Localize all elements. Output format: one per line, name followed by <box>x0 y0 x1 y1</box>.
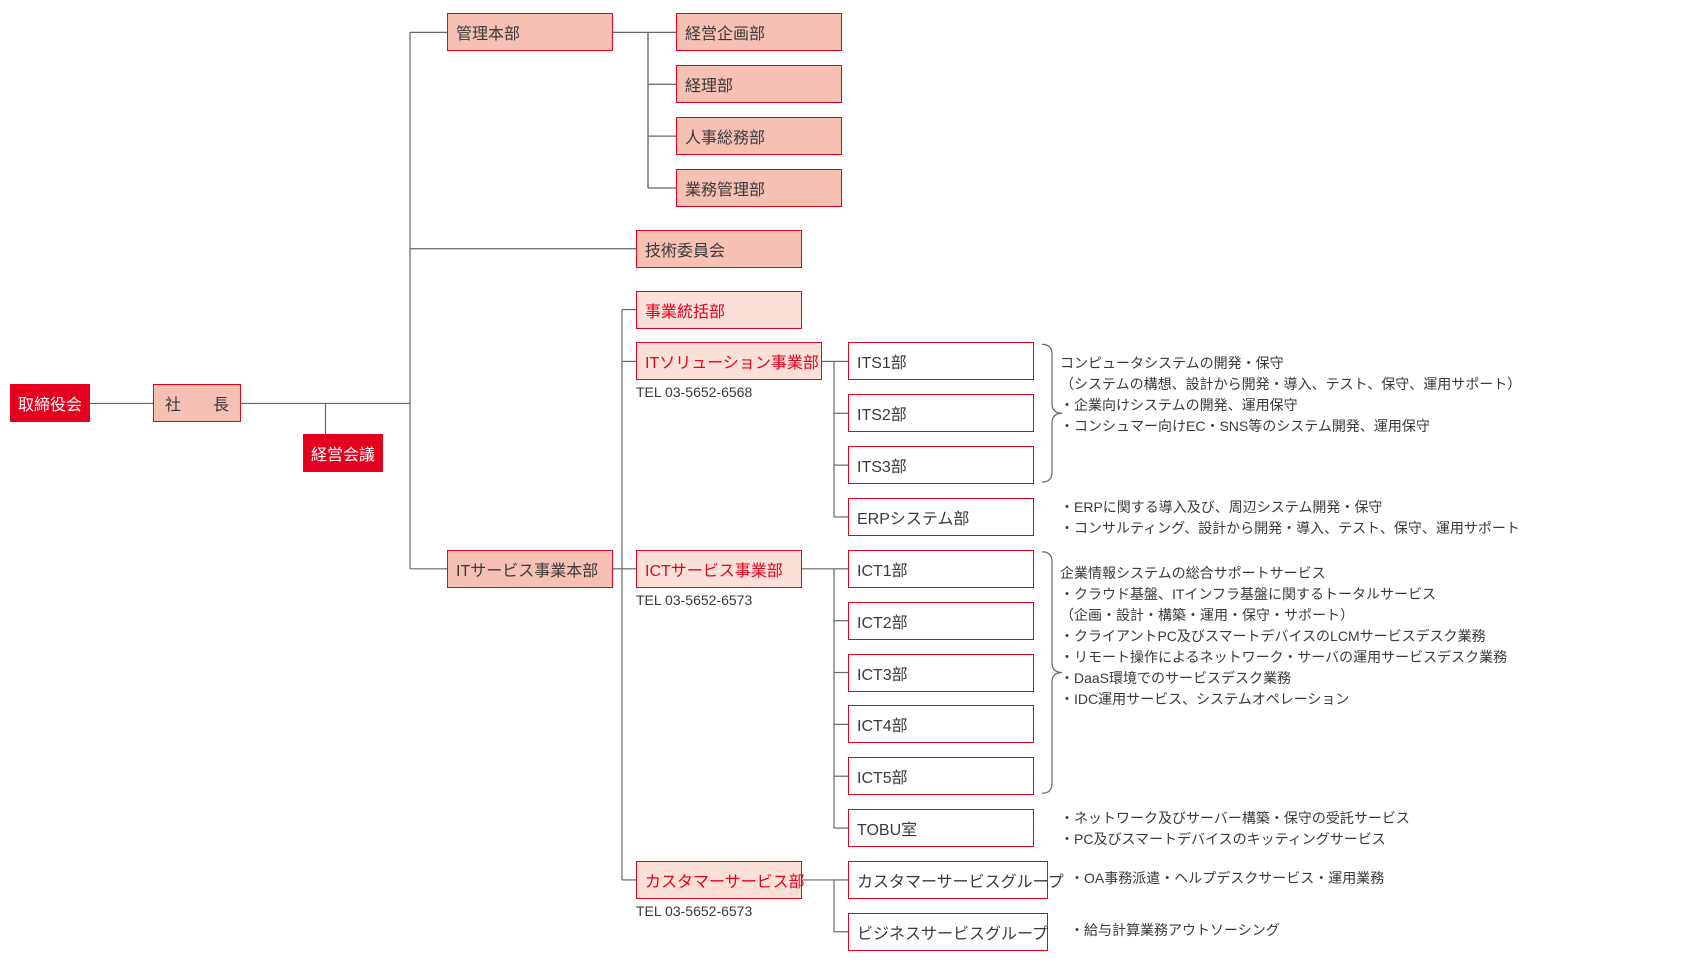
node-its2: ITS2部 <box>848 394 1034 432</box>
node-label: ITS3部 <box>857 453 907 477</box>
node-label: ITS1部 <box>857 349 907 373</box>
node-jigyo_tokatsu: 事業統括部 <box>636 291 802 329</box>
node-ict1: ICT1部 <box>848 550 1034 588</box>
node-label: 業務管理部 <box>685 176 765 200</box>
node-label: 経営会議 <box>311 441 375 465</box>
desc-tobu: ・ネットワーク及びサーバー構築・保守の受託サービス・PC及びスマートデバイスのキ… <box>1060 808 1410 850</box>
node-label: ICT3部 <box>857 661 908 685</box>
desc-cs_group: ・OA事務派遣・ヘルプデスクサービス・運用業務 <box>1070 868 1384 889</box>
node-erp: ERPシステム部 <box>848 498 1034 536</box>
node-label: TOBU室 <box>857 816 917 840</box>
desc-ict_bracket: 企業情報システムの総合サポートサービス・クラウド基盤、ITインフラ基盤に関するト… <box>1060 563 1507 710</box>
node-label: 経理部 <box>685 72 733 96</box>
desc-bs_group: ・給与計算業務アウトソーシング <box>1070 920 1280 941</box>
node-label: ERPシステム部 <box>857 505 969 529</box>
node-ict4: ICT4部 <box>848 705 1034 743</box>
node-label: 経営企画部 <box>685 20 765 44</box>
node-keiei_kikaku: 経営企画部 <box>676 13 842 51</box>
node-label: ICT4部 <box>857 712 908 736</box>
node-its3: ITS3部 <box>848 446 1034 484</box>
node-kanri_honbu: 管理本部 <box>447 13 613 51</box>
node-cs_group: カスタマーサービスグループ <box>848 861 1048 899</box>
node-label: 管理本部 <box>456 20 520 44</box>
node-label: ICT1部 <box>857 557 908 581</box>
node-tobu: TOBU室 <box>848 809 1034 847</box>
node-ict2: ICT2部 <box>848 602 1034 640</box>
node-gyomu: 業務管理部 <box>676 169 842 207</box>
node-ict3: ICT3部 <box>848 654 1034 692</box>
node-ict5: ICT5部 <box>848 757 1034 795</box>
desc-its_bracket: コンピュータシステムの開発・保守（システムの構想、設計から開発・導入、テスト、保… <box>1060 353 1521 437</box>
node-label: ITサービス事業本部 <box>456 557 598 581</box>
node-label: 社 長 <box>165 391 229 415</box>
node-label: ITS2部 <box>857 401 907 425</box>
node-bs_group: ビジネスサービスグループ <box>848 913 1048 951</box>
node-gijutsu: 技術委員会 <box>636 230 802 268</box>
node-label: ビジネスサービスグループ <box>857 920 1048 944</box>
node-label: ITソリューション事業部 <box>645 349 819 373</box>
node-label: 事業統括部 <box>645 298 725 322</box>
node-mgmt_meeting: 経営会議 <box>303 434 383 472</box>
node-jinji: 人事総務部 <box>676 117 842 155</box>
node-label: カスタマーサービス部 <box>645 868 805 892</box>
node-ict_service: ICTサービス事業部 <box>636 550 802 588</box>
node-keiri: 経理部 <box>676 65 842 103</box>
node-sub-ict_service: TEL 03-5652-6573 <box>636 592 752 608</box>
node-label: 人事総務部 <box>685 124 765 148</box>
node-board: 取締役会 <box>10 384 90 422</box>
node-label: ICT2部 <box>857 609 908 633</box>
node-it_solution: ITソリューション事業部 <box>636 342 822 380</box>
node-sub-it_solution: TEL 03-5652-6568 <box>636 384 752 400</box>
node-label: ICT5部 <box>857 764 908 788</box>
node-customer: カスタマーサービス部 <box>636 861 802 899</box>
node-label: 取締役会 <box>18 391 82 415</box>
node-label: 技術委員会 <box>645 237 725 261</box>
node-sub-customer: TEL 03-5652-6573 <box>636 903 752 919</box>
node-its1: ITS1部 <box>848 342 1034 380</box>
node-president: 社 長 <box>153 384 241 422</box>
node-label: ICTサービス事業部 <box>645 557 783 581</box>
node-label: カスタマーサービスグループ <box>857 868 1064 892</box>
node-it_service_hq: ITサービス事業本部 <box>447 550 613 588</box>
desc-erp: ・ERPに関する導入及び、周辺システム開発・保守・コンサルティング、設計から開発… <box>1060 497 1520 539</box>
